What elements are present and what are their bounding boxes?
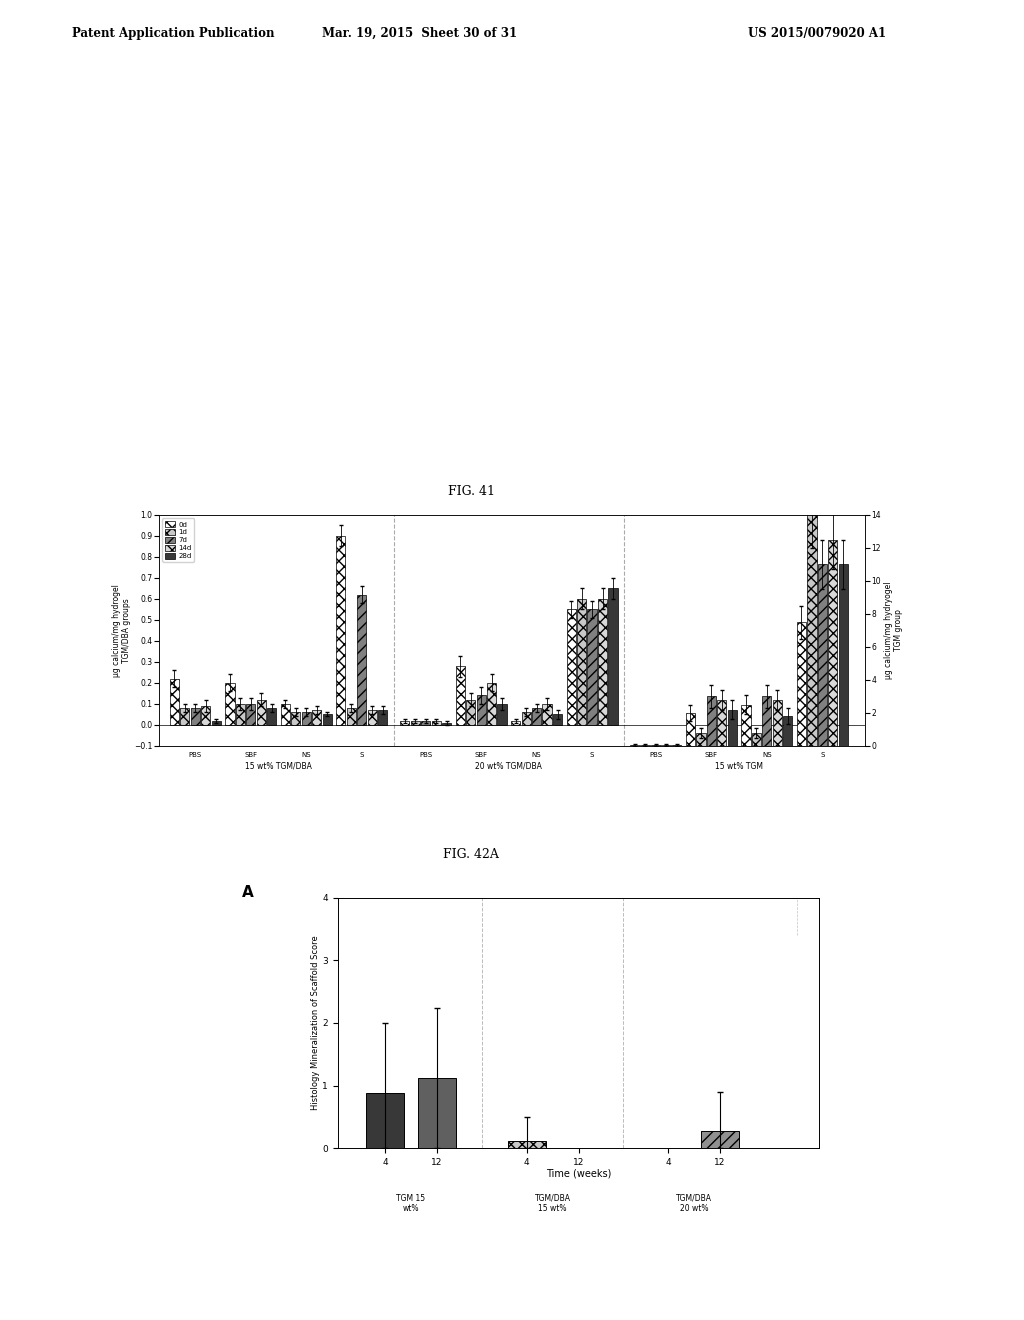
Text: TGM/DBA
20 wt%: TGM/DBA 20 wt%	[676, 1193, 712, 1213]
Text: 15 wt% TGM: 15 wt% TGM	[715, 762, 763, 771]
Text: FIG. 42A: FIG. 42A	[443, 849, 499, 861]
Bar	[566, 610, 575, 725]
Text: TGM/DBA
15 wt%: TGM/DBA 15 wt%	[535, 1193, 570, 1213]
Bar	[202, 706, 210, 725]
Bar	[347, 708, 356, 725]
Bar	[797, 622, 806, 746]
Bar	[431, 721, 440, 725]
Text: 15 wt% TGM/DBA: 15 wt% TGM/DBA	[245, 762, 312, 771]
Text: US 2015/0079020 A1: US 2015/0079020 A1	[748, 26, 886, 40]
Bar	[367, 1093, 404, 1148]
Bar	[532, 708, 542, 725]
Bar	[839, 565, 848, 746]
Bar	[225, 682, 234, 725]
Bar	[418, 1078, 456, 1148]
Bar	[577, 599, 586, 725]
Y-axis label: µg calcium/mg hydryogel
TGM group: µg calcium/mg hydryogel TGM group	[884, 582, 903, 678]
Bar	[180, 708, 189, 725]
Bar	[378, 710, 387, 725]
Text: Patent Application Publication: Patent Application Publication	[72, 26, 274, 40]
Bar	[456, 667, 465, 725]
Y-axis label: µg calcium/mg hydrogel
TGM/DBA groups: µg calcium/mg hydrogel TGM/DBA groups	[112, 583, 131, 677]
Bar	[190, 708, 200, 725]
Bar	[762, 697, 771, 746]
Bar	[553, 714, 562, 725]
Bar	[323, 714, 332, 725]
Bar	[236, 704, 245, 725]
Y-axis label: Histology Mineralization of Scaffold Score: Histology Mineralization of Scaffold Sco…	[310, 936, 319, 1110]
Bar	[442, 722, 452, 725]
Bar	[312, 710, 322, 725]
Bar	[828, 540, 838, 746]
Bar	[487, 682, 497, 725]
Bar	[170, 678, 179, 725]
Text: Mar. 19, 2015  Sheet 30 of 31: Mar. 19, 2015 Sheet 30 of 31	[323, 26, 517, 40]
Bar	[783, 715, 793, 746]
Bar	[543, 704, 552, 725]
Bar	[701, 1131, 739, 1148]
Bar	[357, 594, 367, 725]
Bar	[336, 536, 345, 725]
Bar	[717, 700, 726, 746]
Bar	[257, 700, 266, 725]
Bar	[741, 705, 751, 746]
Legend: 0d, 1d, 7d, 14d, 28d: 0d, 1d, 7d, 14d, 28d	[162, 519, 195, 562]
Text: 20 wt% TGM/DBA: 20 wt% TGM/DBA	[475, 762, 543, 771]
Bar	[212, 721, 221, 725]
Bar	[508, 1140, 546, 1148]
Bar	[476, 696, 485, 725]
Bar	[752, 733, 761, 746]
Bar	[686, 713, 695, 746]
Bar	[246, 704, 255, 725]
Bar	[598, 599, 607, 725]
Bar	[421, 721, 430, 725]
Text: TGM 15
wt%: TGM 15 wt%	[396, 1193, 426, 1213]
Bar	[511, 721, 520, 725]
Bar	[773, 700, 782, 746]
Bar	[807, 515, 816, 746]
Bar	[707, 697, 716, 746]
Bar	[267, 708, 276, 725]
Text: A: A	[242, 884, 253, 900]
Bar	[466, 700, 475, 725]
Bar	[608, 589, 617, 725]
Bar	[696, 733, 706, 746]
Bar	[368, 710, 377, 725]
Bar	[411, 721, 420, 725]
Bar	[281, 704, 290, 725]
Bar	[818, 565, 827, 746]
X-axis label: Time (weeks): Time (weeks)	[546, 1168, 611, 1179]
Bar	[400, 721, 410, 725]
Bar	[728, 710, 737, 746]
Bar	[302, 713, 311, 725]
Bar	[588, 610, 597, 725]
Bar	[498, 704, 507, 725]
Bar	[291, 713, 300, 725]
Text: FIG. 41: FIG. 41	[447, 486, 495, 498]
Bar	[521, 713, 530, 725]
